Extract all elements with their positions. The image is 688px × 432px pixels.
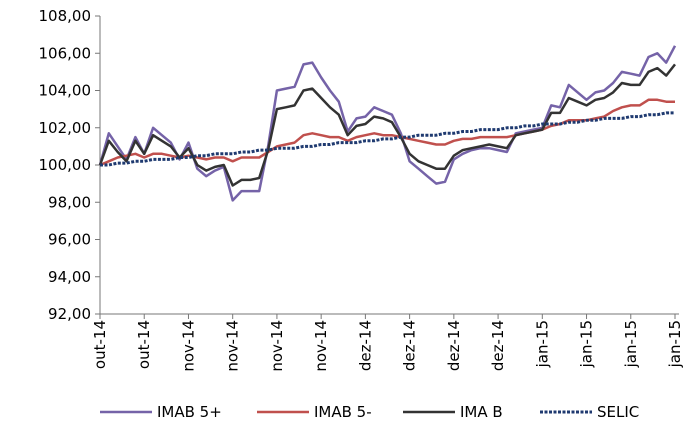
x-tick-label: out-14 [135,320,153,369]
legend-label: IMAB 5+ [157,403,222,421]
x-tick-label: dez-14 [401,320,419,371]
legend-label: SELIC [597,403,639,421]
x-tick-label: dez-14 [445,320,463,371]
series-line [98,63,676,187]
y-tick-label: 96,00 [48,231,91,249]
y-tick-label: 108,00 [39,7,92,25]
legend-label: IMA B [460,403,503,421]
legend-label: IMAB 5- [314,403,372,421]
x-tick-label: nov-14 [224,320,242,372]
y-tick-label: 92,00 [48,305,91,323]
x-tick-label: nov-14 [312,320,330,372]
y-tick-label: 102,00 [39,119,92,137]
y-tick-label: 100,00 [39,156,92,174]
y-tick-label: 104,00 [39,82,92,100]
x-tick-label: jan-15 [622,320,640,368]
x-tick-label: out-14 [91,320,109,369]
series-line [99,98,675,167]
x-tick-label: dez-14 [356,320,374,371]
y-tick-label: 94,00 [48,268,91,286]
x-tick-label: dez-14 [489,320,507,371]
series-line [98,45,677,202]
y-tick-label: 98,00 [48,193,91,211]
x-tick-label: jan-15 [578,320,596,368]
x-tick-label: jan-15 [533,320,551,368]
x-tick-label: nov-14 [179,320,197,372]
y-tick-label: 106,00 [39,44,92,62]
x-tick-label: nov-14 [268,320,286,372]
series-line [100,111,675,167]
x-tick-label: jan-15 [666,320,684,368]
